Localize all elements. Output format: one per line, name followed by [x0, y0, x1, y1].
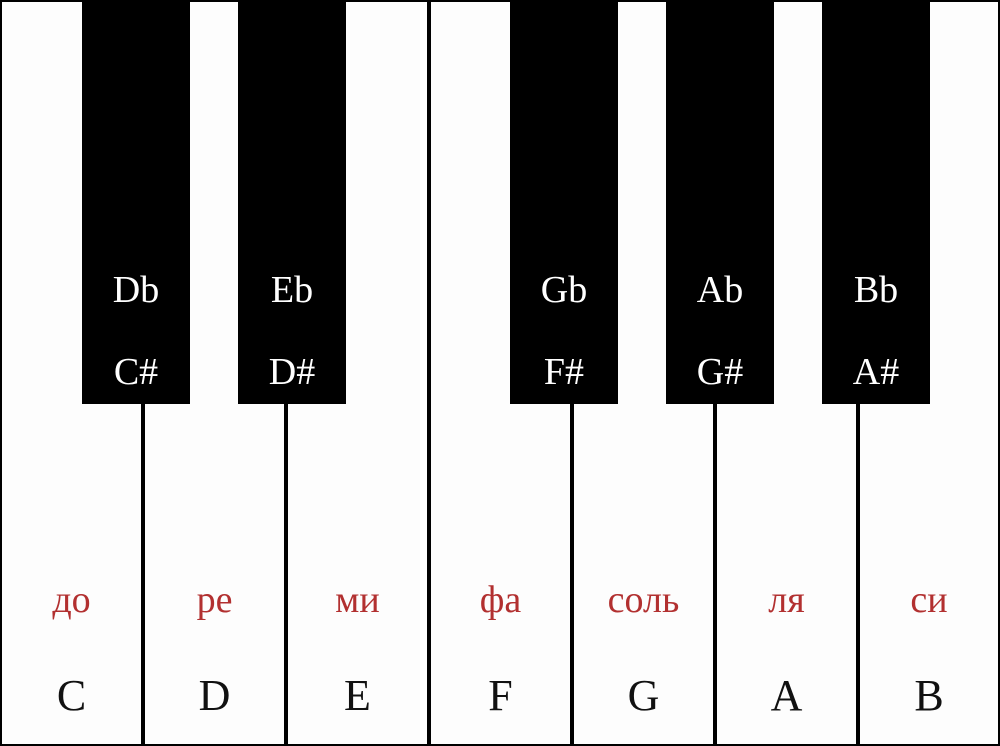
solfege-label: до [2, 578, 141, 622]
black-key-db: Db C# [82, 0, 190, 404]
flat-label: Eb [238, 268, 346, 312]
sharp-label: G# [666, 350, 774, 394]
solfege-label: ля [717, 578, 856, 622]
black-key-gb: Gb F# [510, 0, 618, 404]
note-letter: A [717, 670, 856, 721]
flat-label: Bb [822, 268, 930, 312]
note-letter: B [860, 670, 998, 721]
piano-keyboard-diagram: до C ре D ми E фа F соль G ля A си B Db … [0, 0, 1000, 746]
sharp-label: A# [822, 350, 930, 394]
note-letter: F [431, 670, 570, 721]
sharp-label: D# [238, 350, 346, 394]
black-key-bb: Bb A# [822, 0, 930, 404]
flat-label: Ab [666, 268, 774, 312]
solfege-label: соль [574, 578, 713, 622]
sharp-label: F# [510, 350, 618, 394]
note-letter: G [574, 670, 713, 721]
black-key-ab: Ab G# [666, 0, 774, 404]
note-letter: D [145, 670, 284, 721]
solfege-label: си [860, 578, 998, 622]
solfege-label: фа [431, 578, 570, 622]
flat-label: Db [82, 268, 190, 312]
solfege-label: ре [145, 578, 284, 622]
solfege-label: ми [288, 578, 427, 622]
sharp-label: C# [82, 350, 190, 394]
note-letter: E [288, 670, 427, 721]
black-key-eb: Eb D# [238, 0, 346, 404]
note-letter: C [2, 670, 141, 721]
flat-label: Gb [510, 268, 618, 312]
